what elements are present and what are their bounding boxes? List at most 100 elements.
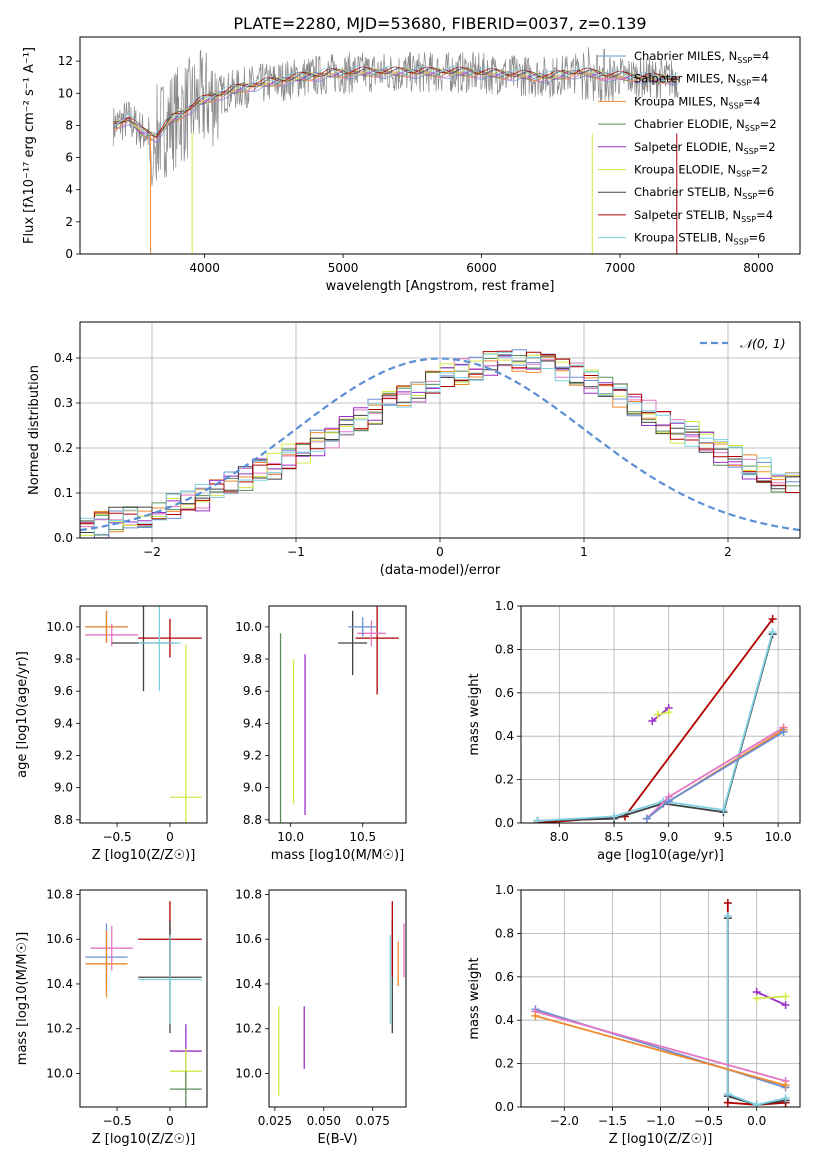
axes-frame bbox=[520, 889, 801, 1108]
mass-weight-line bbox=[535, 1010, 786, 1082]
y-tick-label: 1.0 bbox=[495, 599, 514, 613]
x-axis-label: E(B-V) bbox=[317, 1132, 357, 1147]
y-tick-label: 9.0 bbox=[243, 781, 262, 795]
panel-4: 10.0 10.5 8.8 9.0 9.2 9.4 9.6 9.8 10.0 mass [log1… bbox=[235, 605, 407, 863]
legend-label: Salpeter ELODIE, NSSP=2 bbox=[634, 140, 776, 156]
model-spectrum bbox=[113, 66, 679, 138]
x-axis-label: wavelength [Angstrom, rest frame] bbox=[326, 279, 555, 294]
plot-area bbox=[521, 890, 800, 1107]
x-tick-label: −0.5 bbox=[102, 830, 131, 844]
x-tick-label: 0 bbox=[166, 1114, 174, 1128]
legend-label: Chabrier MILES, NSSP=4 bbox=[634, 49, 769, 65]
x-tick-label: −0.5 bbox=[102, 1114, 131, 1128]
x-tick-label: 8.0 bbox=[550, 830, 569, 844]
y-tick-label: 10.2 bbox=[235, 1022, 262, 1036]
x-tick-label: 4000 bbox=[189, 261, 220, 275]
panel-2: −2 −1 0 1 2 0.0 0.1 0.2 0.3 0.4 (data-model)/error… bbox=[27, 321, 801, 578]
model-spectrum bbox=[113, 65, 679, 135]
x-tick-label: 10.0 bbox=[765, 830, 792, 844]
x-tick-label: 6000 bbox=[466, 261, 497, 275]
x-tick-label: 10.5 bbox=[349, 830, 376, 844]
y-tick-label: 10.0 bbox=[46, 1066, 73, 1080]
y-tick-label: 9.8 bbox=[54, 652, 73, 666]
figure-title: PLATE=2280, MJD=53680, FIBERID=0037, z=0… bbox=[233, 14, 646, 33]
y-tick-label: 9.6 bbox=[243, 684, 262, 698]
x-tick-label: 0.050 bbox=[307, 1114, 341, 1128]
x-tick-label: −1 bbox=[287, 545, 305, 559]
plot-area bbox=[521, 606, 800, 823]
panel-5: 8.0 8.5 9.0 9.5 10.0 0.0 0.2 0.4 0.6 0.8 1.0 age [l… bbox=[467, 599, 801, 863]
y-axis-label: age [log10(age/yr)] bbox=[15, 651, 30, 778]
x-tick-label: −0.5 bbox=[694, 1114, 723, 1128]
plot-area bbox=[85, 901, 202, 1107]
y-axis-label: Normed distribution bbox=[27, 365, 42, 495]
y-tick-label: 10.4 bbox=[46, 977, 73, 991]
panel-1: 4000 5000 6000 7000 8000 0 2 4 6 8 10 12 wavelength … bbox=[22, 36, 801, 294]
observed-spectrum bbox=[112, 47, 679, 186]
x-tick-label: 5000 bbox=[328, 261, 359, 275]
x-tick-label: 2 bbox=[724, 545, 732, 559]
axes-frame bbox=[268, 605, 407, 824]
x-tick-label: −1.5 bbox=[598, 1114, 627, 1128]
axes-frame bbox=[79, 321, 801, 539]
plot-area bbox=[80, 322, 800, 538]
x-axis-label: age [log10(age/yr)] bbox=[597, 848, 724, 863]
axes-frame bbox=[268, 889, 407, 1108]
panel-8: −2.0 −1.5 −1.0 −0.5 0.0 0.0 0.2 0.4 0.6 0.8 1.0 Z [… bbox=[467, 883, 801, 1147]
legend-label: Kroupa ELODIE, NSSP=2 bbox=[634, 163, 768, 179]
y-tick-label: 0.0 bbox=[495, 816, 514, 830]
y-tick-label: 4 bbox=[65, 183, 73, 197]
x-tick-label: 8.5 bbox=[604, 830, 623, 844]
x-tick-label: 0.0 bbox=[747, 1114, 766, 1128]
y-tick-label: 6 bbox=[65, 151, 73, 165]
y-tick-label: 10.6 bbox=[235, 932, 262, 946]
y-tick-label: 8.8 bbox=[243, 813, 262, 827]
y-axis-label: mass weight bbox=[467, 957, 482, 1039]
legend-label: Chabrier STELIB, NSSP=6 bbox=[634, 185, 774, 201]
y-tick-label: 10.0 bbox=[46, 620, 73, 634]
x-axis-label: mass [log10(M/M☉)] bbox=[271, 848, 404, 863]
y-tick-label: 0.8 bbox=[495, 642, 514, 656]
mass-weight-line bbox=[756, 995, 786, 1000]
x-tick-label: −2.0 bbox=[550, 1114, 579, 1128]
y-tick-label: 9.2 bbox=[54, 748, 73, 762]
plot-area bbox=[112, 47, 679, 254]
mass-weight-line bbox=[726, 916, 786, 1106]
x-tick-label: 0 bbox=[166, 830, 174, 844]
panel-7: 0.025 0.050 0.075 10.0 10.2 10.4 10.6 10.8 E(B-V… bbox=[235, 887, 407, 1147]
y-tick-label: 9.0 bbox=[54, 781, 73, 795]
y-axis-label: mass weight bbox=[467, 673, 482, 755]
plot-area bbox=[278, 901, 405, 1096]
x-axis-label: (data-model)/error bbox=[380, 563, 501, 578]
x-axis-label: Z [log10(Z/Z☉)] bbox=[609, 1132, 713, 1147]
y-tick-label: 9.4 bbox=[54, 716, 73, 730]
legend-label: Kroupa STELIB, NSSP=6 bbox=[634, 231, 765, 247]
x-tick-label: 7000 bbox=[605, 261, 636, 275]
y-tick-label: 0.0 bbox=[495, 1100, 514, 1114]
y-tick-label: 10.8 bbox=[46, 887, 73, 901]
axes-frame bbox=[79, 889, 208, 1108]
mass-weight-line bbox=[535, 1015, 786, 1087]
y-axis-label: Flux [fλ10⁻¹⁷ erg cm⁻² s⁻¹ A⁻¹] bbox=[22, 47, 37, 244]
x-tick-label: 9.0 bbox=[659, 830, 678, 844]
y-tick-label: 12 bbox=[58, 54, 73, 68]
axes-frame bbox=[79, 36, 801, 255]
panel-6: −0.5 0 10.0 10.2 10.4 10.6 10.8 Z [log10(Z/Z☉)]… bbox=[15, 887, 208, 1147]
y-tick-label: 9.6 bbox=[54, 684, 73, 698]
y-tick-label: 10 bbox=[58, 86, 73, 100]
y-tick-label: 0.2 bbox=[54, 441, 73, 455]
x-tick-label: 8000 bbox=[743, 261, 774, 275]
legend-label: Salpeter STELIB, NSSP=4 bbox=[634, 208, 773, 224]
axes-frame bbox=[79, 605, 208, 824]
y-tick-label: 10.8 bbox=[235, 887, 262, 901]
legend-label: Salpeter MILES, NSSP=4 bbox=[634, 72, 768, 88]
y-tick-label: 0.0 bbox=[54, 531, 73, 545]
y-tick-label: 0.8 bbox=[495, 926, 514, 940]
x-tick-label: −2 bbox=[143, 545, 161, 559]
mass-weight-line bbox=[756, 991, 786, 1006]
histogram-step bbox=[80, 351, 800, 535]
histogram-step bbox=[80, 353, 800, 536]
plot-area bbox=[85, 606, 202, 823]
y-tick-label: 0.6 bbox=[495, 686, 514, 700]
y-tick-label: 0.4 bbox=[54, 351, 73, 365]
